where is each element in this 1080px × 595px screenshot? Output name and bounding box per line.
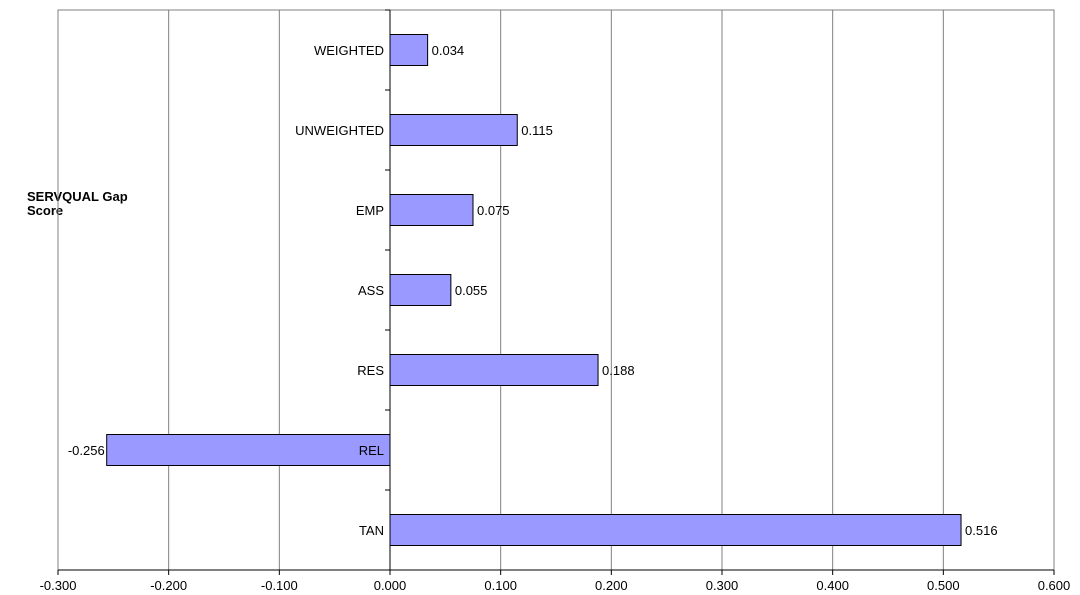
y-axis-title: SERVQUAL Gap Score bbox=[27, 190, 157, 218]
data-label: 0.055 bbox=[455, 283, 488, 298]
x-tick-label: 0.500 bbox=[927, 578, 960, 593]
category-label: REL bbox=[359, 443, 384, 458]
category-label: WEIGHTED bbox=[314, 43, 384, 58]
y-axis-title-line-1: SERVQUAL Gap bbox=[27, 189, 128, 204]
x-tick-label: -0.300 bbox=[40, 578, 77, 593]
data-label: -0.256 bbox=[68, 443, 105, 458]
x-tick-label: 0.400 bbox=[816, 578, 849, 593]
x-tick-label: 0.100 bbox=[484, 578, 517, 593]
x-tick-label: 0.300 bbox=[706, 578, 739, 593]
bar bbox=[106, 434, 391, 466]
category-label: ASS bbox=[358, 283, 384, 298]
x-tick-label: 0.000 bbox=[374, 578, 407, 593]
bar bbox=[389, 194, 474, 226]
bar bbox=[389, 274, 452, 306]
data-label: 0.115 bbox=[521, 123, 553, 138]
data-label: 0.075 bbox=[477, 203, 510, 218]
category-label: TAN bbox=[359, 523, 384, 538]
data-label: 0.034 bbox=[432, 43, 465, 58]
bar bbox=[389, 514, 962, 546]
bar bbox=[389, 354, 599, 386]
x-tick-label: 0.200 bbox=[595, 578, 628, 593]
plot-border bbox=[57, 9, 1055, 571]
bar bbox=[389, 114, 518, 146]
x-tick-label: 0.600 bbox=[1038, 578, 1071, 593]
category-label: UNWEIGHTED bbox=[295, 123, 384, 138]
y-axis-title-line-2: Score bbox=[27, 203, 64, 218]
bar bbox=[389, 34, 429, 66]
data-label: 0.188 bbox=[602, 363, 635, 378]
x-tick-label: -0.100 bbox=[261, 578, 298, 593]
x-tick-label: -0.200 bbox=[150, 578, 187, 593]
category-label: EMP bbox=[356, 203, 384, 218]
data-label: 0.516 bbox=[965, 523, 998, 538]
category-label: RES bbox=[357, 363, 384, 378]
